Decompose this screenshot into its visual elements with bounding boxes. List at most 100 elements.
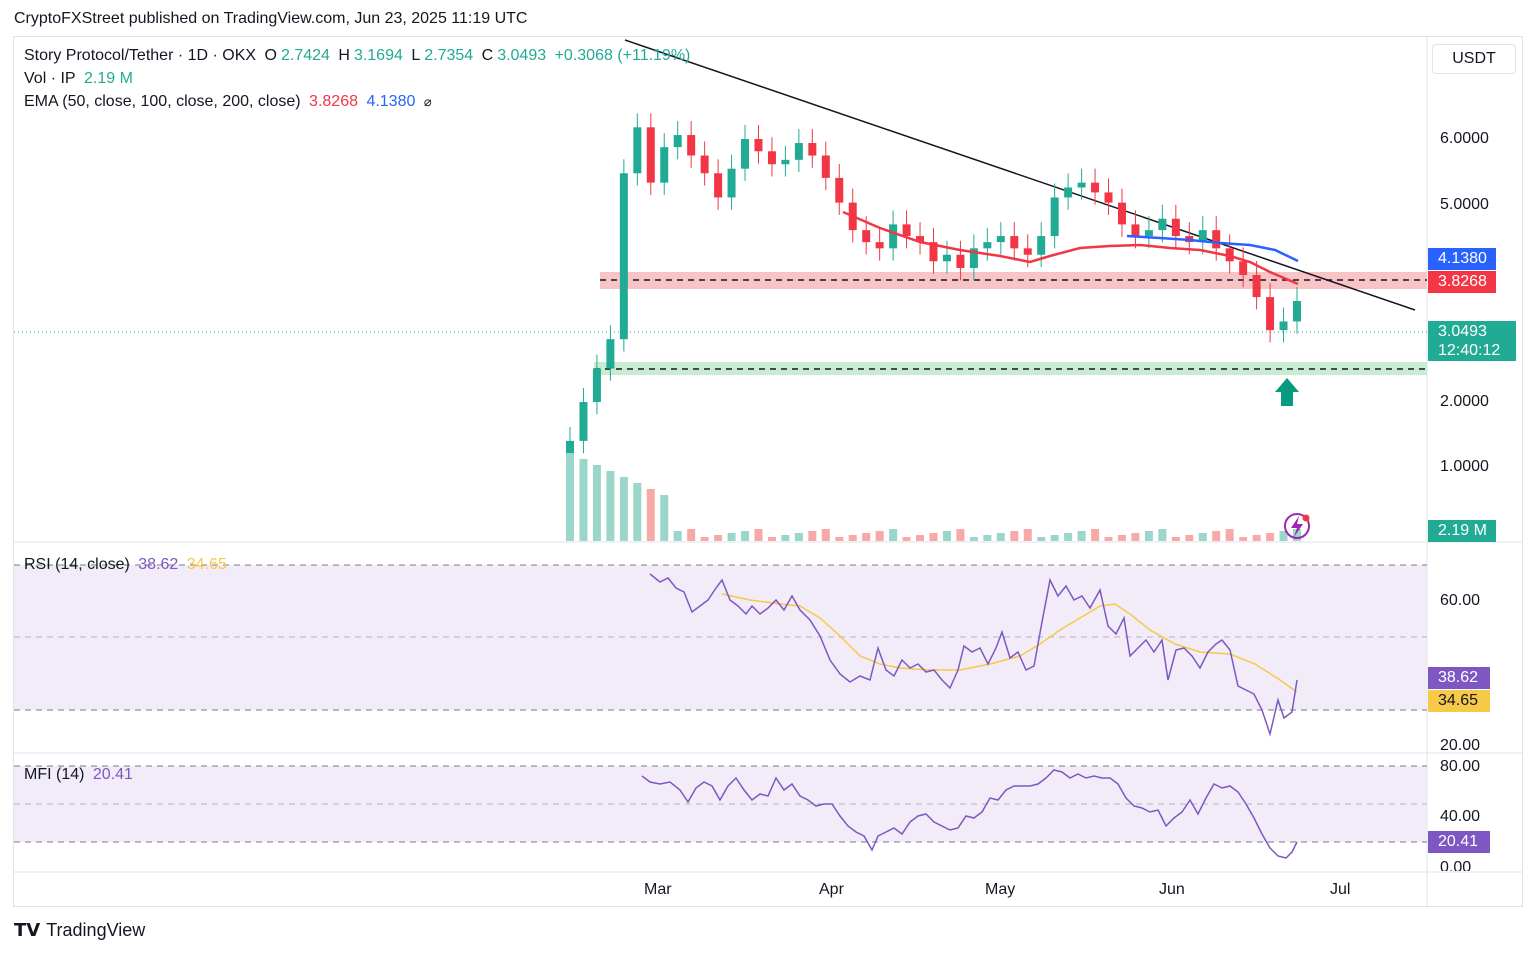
rsi-ma-line xyxy=(721,593,1298,693)
rsi-ma-tag: 34.65 xyxy=(1428,690,1490,712)
candle-body xyxy=(1104,192,1113,203)
candle-body xyxy=(646,127,655,183)
volume-bar xyxy=(714,535,723,541)
chart-frame xyxy=(13,36,1523,907)
legend-volume-label: Vol · IP xyxy=(24,70,76,87)
legend-mfi-value: 20.41 xyxy=(92,766,133,783)
month-jul: Jul xyxy=(1330,881,1351,898)
candle-body xyxy=(606,339,615,369)
legend-mfi-row: MFI (14) 20.41 xyxy=(24,766,137,784)
volume-bar xyxy=(1225,529,1234,541)
rsi-tick-20: 20.00 xyxy=(1440,737,1481,754)
candle-body xyxy=(1131,224,1140,237)
legend-volume-row: Vol · IP 2.19 M xyxy=(24,70,137,88)
candle-body xyxy=(916,236,925,243)
candle-body xyxy=(1023,248,1032,255)
currency-button[interactable]: USDT xyxy=(1432,44,1516,74)
volume-bar xyxy=(996,533,1005,541)
legend-ema-label: EMA (50, close, 100, close, 200, close) xyxy=(24,93,301,110)
month-may: May xyxy=(985,881,1016,898)
legend-close-label: C xyxy=(481,47,494,64)
candle-body xyxy=(1239,261,1248,275)
candle-body xyxy=(862,230,871,243)
volume-bar xyxy=(1239,537,1248,541)
volume-bar xyxy=(1198,533,1207,541)
volume-bar xyxy=(929,533,938,541)
lightning-bolt-icon xyxy=(1291,516,1303,537)
candle-body xyxy=(996,236,1005,243)
volume-bar xyxy=(1252,535,1261,541)
legend-rsi-label: RSI (14, close) xyxy=(24,556,130,573)
volume-bar xyxy=(646,489,655,541)
price-tick-1: 1.0000 xyxy=(1440,458,1489,475)
attribution-text: CryptoFXStreet published on TradingView.… xyxy=(14,10,528,27)
volume-bar xyxy=(1266,533,1275,541)
volume-bar xyxy=(956,529,965,541)
candle-body xyxy=(1010,236,1019,249)
support-arrow-icon xyxy=(1275,378,1299,406)
volume-tag: 2.19 M xyxy=(1428,520,1496,542)
volume-bar xyxy=(942,531,951,541)
legend-rsi-value: 38.62 xyxy=(138,556,179,573)
price-tick-6: 6.0000 xyxy=(1440,130,1489,147)
resistance-zone xyxy=(600,272,1427,289)
ema100-price-tag: 4.1380 xyxy=(1428,248,1496,270)
rsi-line xyxy=(649,573,1298,737)
legend-low-label: L xyxy=(411,47,421,64)
last-price-tag: 3.0493 12:40:12 xyxy=(1428,321,1516,361)
legend-symbol: Story Protocol/Tether · 1D · OKX xyxy=(24,47,257,64)
candlestick-series xyxy=(566,113,1301,484)
volume-bar xyxy=(821,529,830,541)
volume-bar xyxy=(660,495,669,541)
ema100-line xyxy=(1126,234,1299,263)
legend-open-label: O xyxy=(264,47,277,64)
legend-volume-value: 2.19 M xyxy=(84,70,133,87)
support-zone xyxy=(594,362,1427,375)
descending-trendline xyxy=(624,39,1416,311)
candle-body xyxy=(821,155,830,178)
tradingview-logo[interactable]: 𝗧𝗩 TradingView xyxy=(14,920,145,941)
volume-bar xyxy=(1037,537,1046,541)
mfi-tick-80: 80.00 xyxy=(1440,758,1481,775)
tv-logo-icon: 𝗧𝗩 xyxy=(14,920,41,940)
volume-bar xyxy=(566,453,574,541)
hidden-eye-icon[interactable]: ⌀ xyxy=(423,94,432,109)
ema50-price-tag: 3.8268 xyxy=(1428,271,1496,293)
volume-bar xyxy=(1279,531,1288,541)
volume-bar xyxy=(1212,531,1221,541)
volume-bar xyxy=(673,531,682,541)
candle-body xyxy=(660,147,669,183)
volume-bar xyxy=(1117,535,1126,541)
candle-body xyxy=(1091,182,1100,193)
volume-bar xyxy=(1077,531,1086,541)
candle-body xyxy=(1198,230,1207,243)
candle-body xyxy=(875,242,884,249)
candle-body xyxy=(633,127,642,174)
candle-body xyxy=(1279,321,1288,331)
candle-body xyxy=(889,224,898,249)
candle-body xyxy=(794,143,803,160)
candle-body xyxy=(1037,236,1046,255)
volume-bar xyxy=(1064,533,1073,541)
volume-bar xyxy=(700,537,709,541)
legend-ema-row: EMA (50, close, 100, close, 200, close) … xyxy=(24,93,436,111)
candle-body xyxy=(1293,300,1301,322)
volume-series xyxy=(566,453,1301,541)
volume-bar xyxy=(1158,529,1167,541)
legend-change-value: +0.3068 (+11.19%) xyxy=(554,47,691,64)
candle-body xyxy=(673,135,682,148)
volume-bar xyxy=(633,483,642,541)
volume-bar xyxy=(875,531,884,541)
candle-body xyxy=(942,254,951,262)
candle-body xyxy=(835,177,844,203)
candle-body xyxy=(1266,297,1275,331)
candle-body xyxy=(1117,202,1126,225)
volume-bar xyxy=(592,465,601,541)
last-price-value: 3.0493 xyxy=(1438,323,1487,340)
volume-bar xyxy=(1185,535,1194,541)
volume-bar xyxy=(727,533,736,541)
candle-body xyxy=(1144,230,1153,237)
candle-body xyxy=(754,139,763,152)
volume-bar xyxy=(781,535,790,541)
